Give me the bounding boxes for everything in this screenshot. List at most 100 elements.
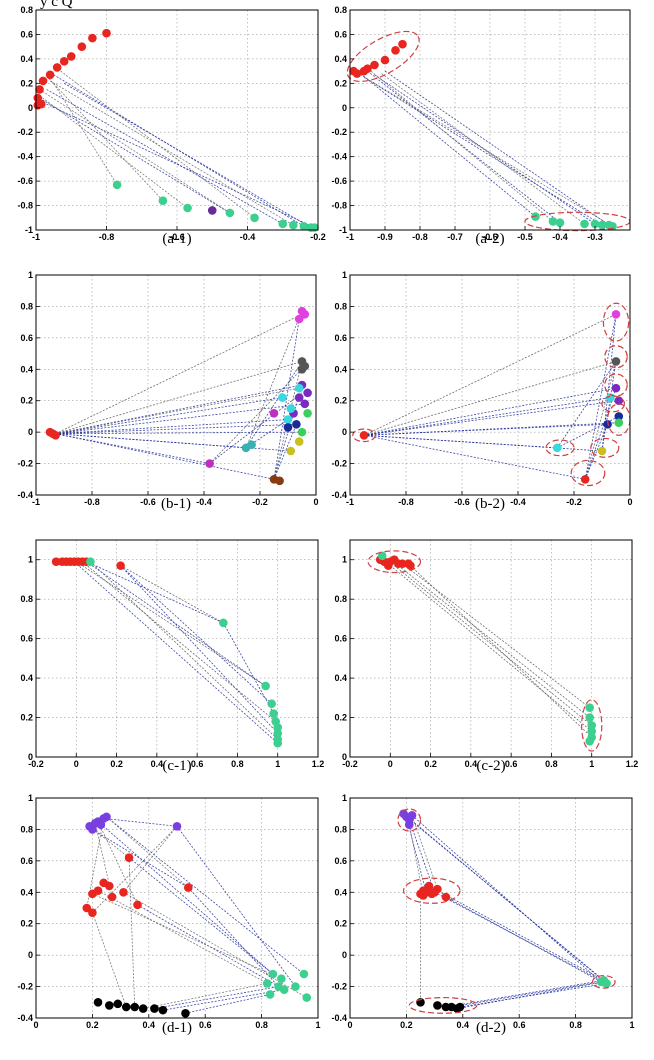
link-line (459, 983, 607, 1008)
cluster-ellipse (352, 428, 376, 443)
y-tick-label: 0.8 (334, 594, 347, 604)
cluster-ellipse (601, 395, 625, 413)
panel-caption: (a-2) (475, 231, 504, 247)
y-tick-label: -1 (25, 225, 33, 235)
cluster-ellipse (604, 345, 628, 369)
data-point (292, 419, 301, 429)
data-point (608, 222, 617, 231)
y-tick-label: 0.8 (334, 301, 347, 311)
y-tick-label: 0.8 (20, 824, 33, 834)
data-point (597, 220, 607, 230)
x-tick-label: -0.8 (412, 232, 428, 242)
data-point (158, 196, 168, 205)
link-line (406, 816, 605, 981)
link-line (97, 821, 274, 975)
y-tick-label: 0.6 (20, 634, 33, 644)
data-point (587, 721, 597, 730)
link-line (209, 365, 306, 464)
data-point (59, 57, 69, 66)
link-line (55, 431, 303, 435)
link-line (90, 561, 278, 740)
data-point (303, 408, 312, 418)
data-point (548, 217, 558, 226)
data-point (247, 440, 256, 450)
x-tick-label: -0.6 (454, 497, 470, 507)
y-tick-label: -0.2 (331, 982, 347, 992)
data-point (580, 474, 590, 484)
y-tick-label: 0.6 (334, 333, 347, 343)
y-tick-label: 0.4 (20, 364, 33, 374)
y-tick-label: 1 (28, 555, 33, 565)
cluster-ellipse (545, 439, 575, 457)
link-line (92, 826, 178, 913)
x-tick-label: 1 (275, 759, 280, 769)
data-point (119, 887, 128, 897)
data-point (82, 903, 92, 913)
y-tick-label: 1 (28, 793, 33, 803)
panel-1: -1 -0.8 -0.6 -0.4 -0.2 -1 -0.8 -0.6 -0.4 -0.2 0 0.2… (17, 5, 325, 247)
data-point (93, 997, 103, 1007)
panel-2: -1 -0.9 -0.8 -0.7 -0.6 -0.5 -0.4 -0.3 -1 -0.8 -0.6… (331, 5, 631, 247)
data-point (398, 39, 407, 49)
y-tick-label: 0.2 (334, 919, 347, 929)
y-tick-label: 0.4 (334, 364, 347, 374)
cluster-ellipse (570, 459, 606, 487)
y-tick-label: 0.6 (334, 29, 347, 39)
x-tick-label: 0.4 (457, 1020, 470, 1030)
panel-caption: (d-1) (162, 1020, 192, 1036)
link-line (86, 561, 224, 624)
link-line (154, 986, 279, 1009)
data-point (597, 446, 607, 456)
data-point (48, 429, 58, 439)
link-line (106, 816, 189, 888)
y-tick-label: 0.2 (20, 919, 33, 929)
link-line (411, 815, 438, 890)
x-tick-label: -0.3 (587, 232, 603, 242)
x-tick-label: -0.4 (196, 497, 212, 507)
link-line (63, 82, 312, 228)
y-tick-label: 0 (342, 950, 347, 960)
link-line (403, 813, 607, 984)
link-line (410, 565, 592, 738)
y-tick-label: 0 (28, 950, 33, 960)
link-line (428, 885, 604, 981)
y-tick-label: -0.6 (331, 176, 347, 186)
data-point (278, 393, 287, 402)
data-point (433, 1001, 442, 1010)
y-tick-label: 1 (342, 270, 347, 280)
panel-caption: (d-2) (476, 1020, 506, 1036)
data-point (102, 28, 111, 38)
y-tick-label: -0.4 (17, 1013, 33, 1023)
plot-area (36, 540, 318, 757)
link-line (601, 314, 617, 452)
data-point (300, 309, 310, 319)
x-tick-label: 1.2 (626, 759, 639, 769)
data-point (277, 974, 286, 984)
data-point (299, 969, 309, 979)
x-tick-label: -0.8 (84, 497, 100, 507)
y-tick-label: -1 (339, 225, 347, 235)
x-tick-label: 0.2 (86, 1020, 99, 1030)
x-tick-label: -0.2 (252, 497, 268, 507)
x-tick-label: -0.2 (28, 759, 44, 769)
x-tick-label: -0.2 (342, 759, 358, 769)
cluster-ellipse (604, 373, 628, 397)
data-point (419, 886, 428, 896)
link-line (363, 400, 619, 436)
data-point (433, 884, 442, 894)
link-line (55, 387, 300, 435)
x-tick-label: 0.2 (400, 1020, 413, 1030)
panel-caption: (c-2) (476, 758, 505, 774)
link-line (394, 565, 592, 726)
data-point (219, 618, 228, 628)
data-point (172, 821, 182, 831)
link-line (55, 361, 303, 435)
data-point (294, 383, 304, 393)
data-point (38, 76, 48, 86)
data-point (261, 681, 270, 691)
y-tick-label: 0.2 (20, 713, 33, 723)
link-line (367, 70, 561, 223)
link-line (176, 826, 296, 987)
x-tick-label: 0 (313, 497, 318, 507)
data-point (77, 42, 87, 51)
